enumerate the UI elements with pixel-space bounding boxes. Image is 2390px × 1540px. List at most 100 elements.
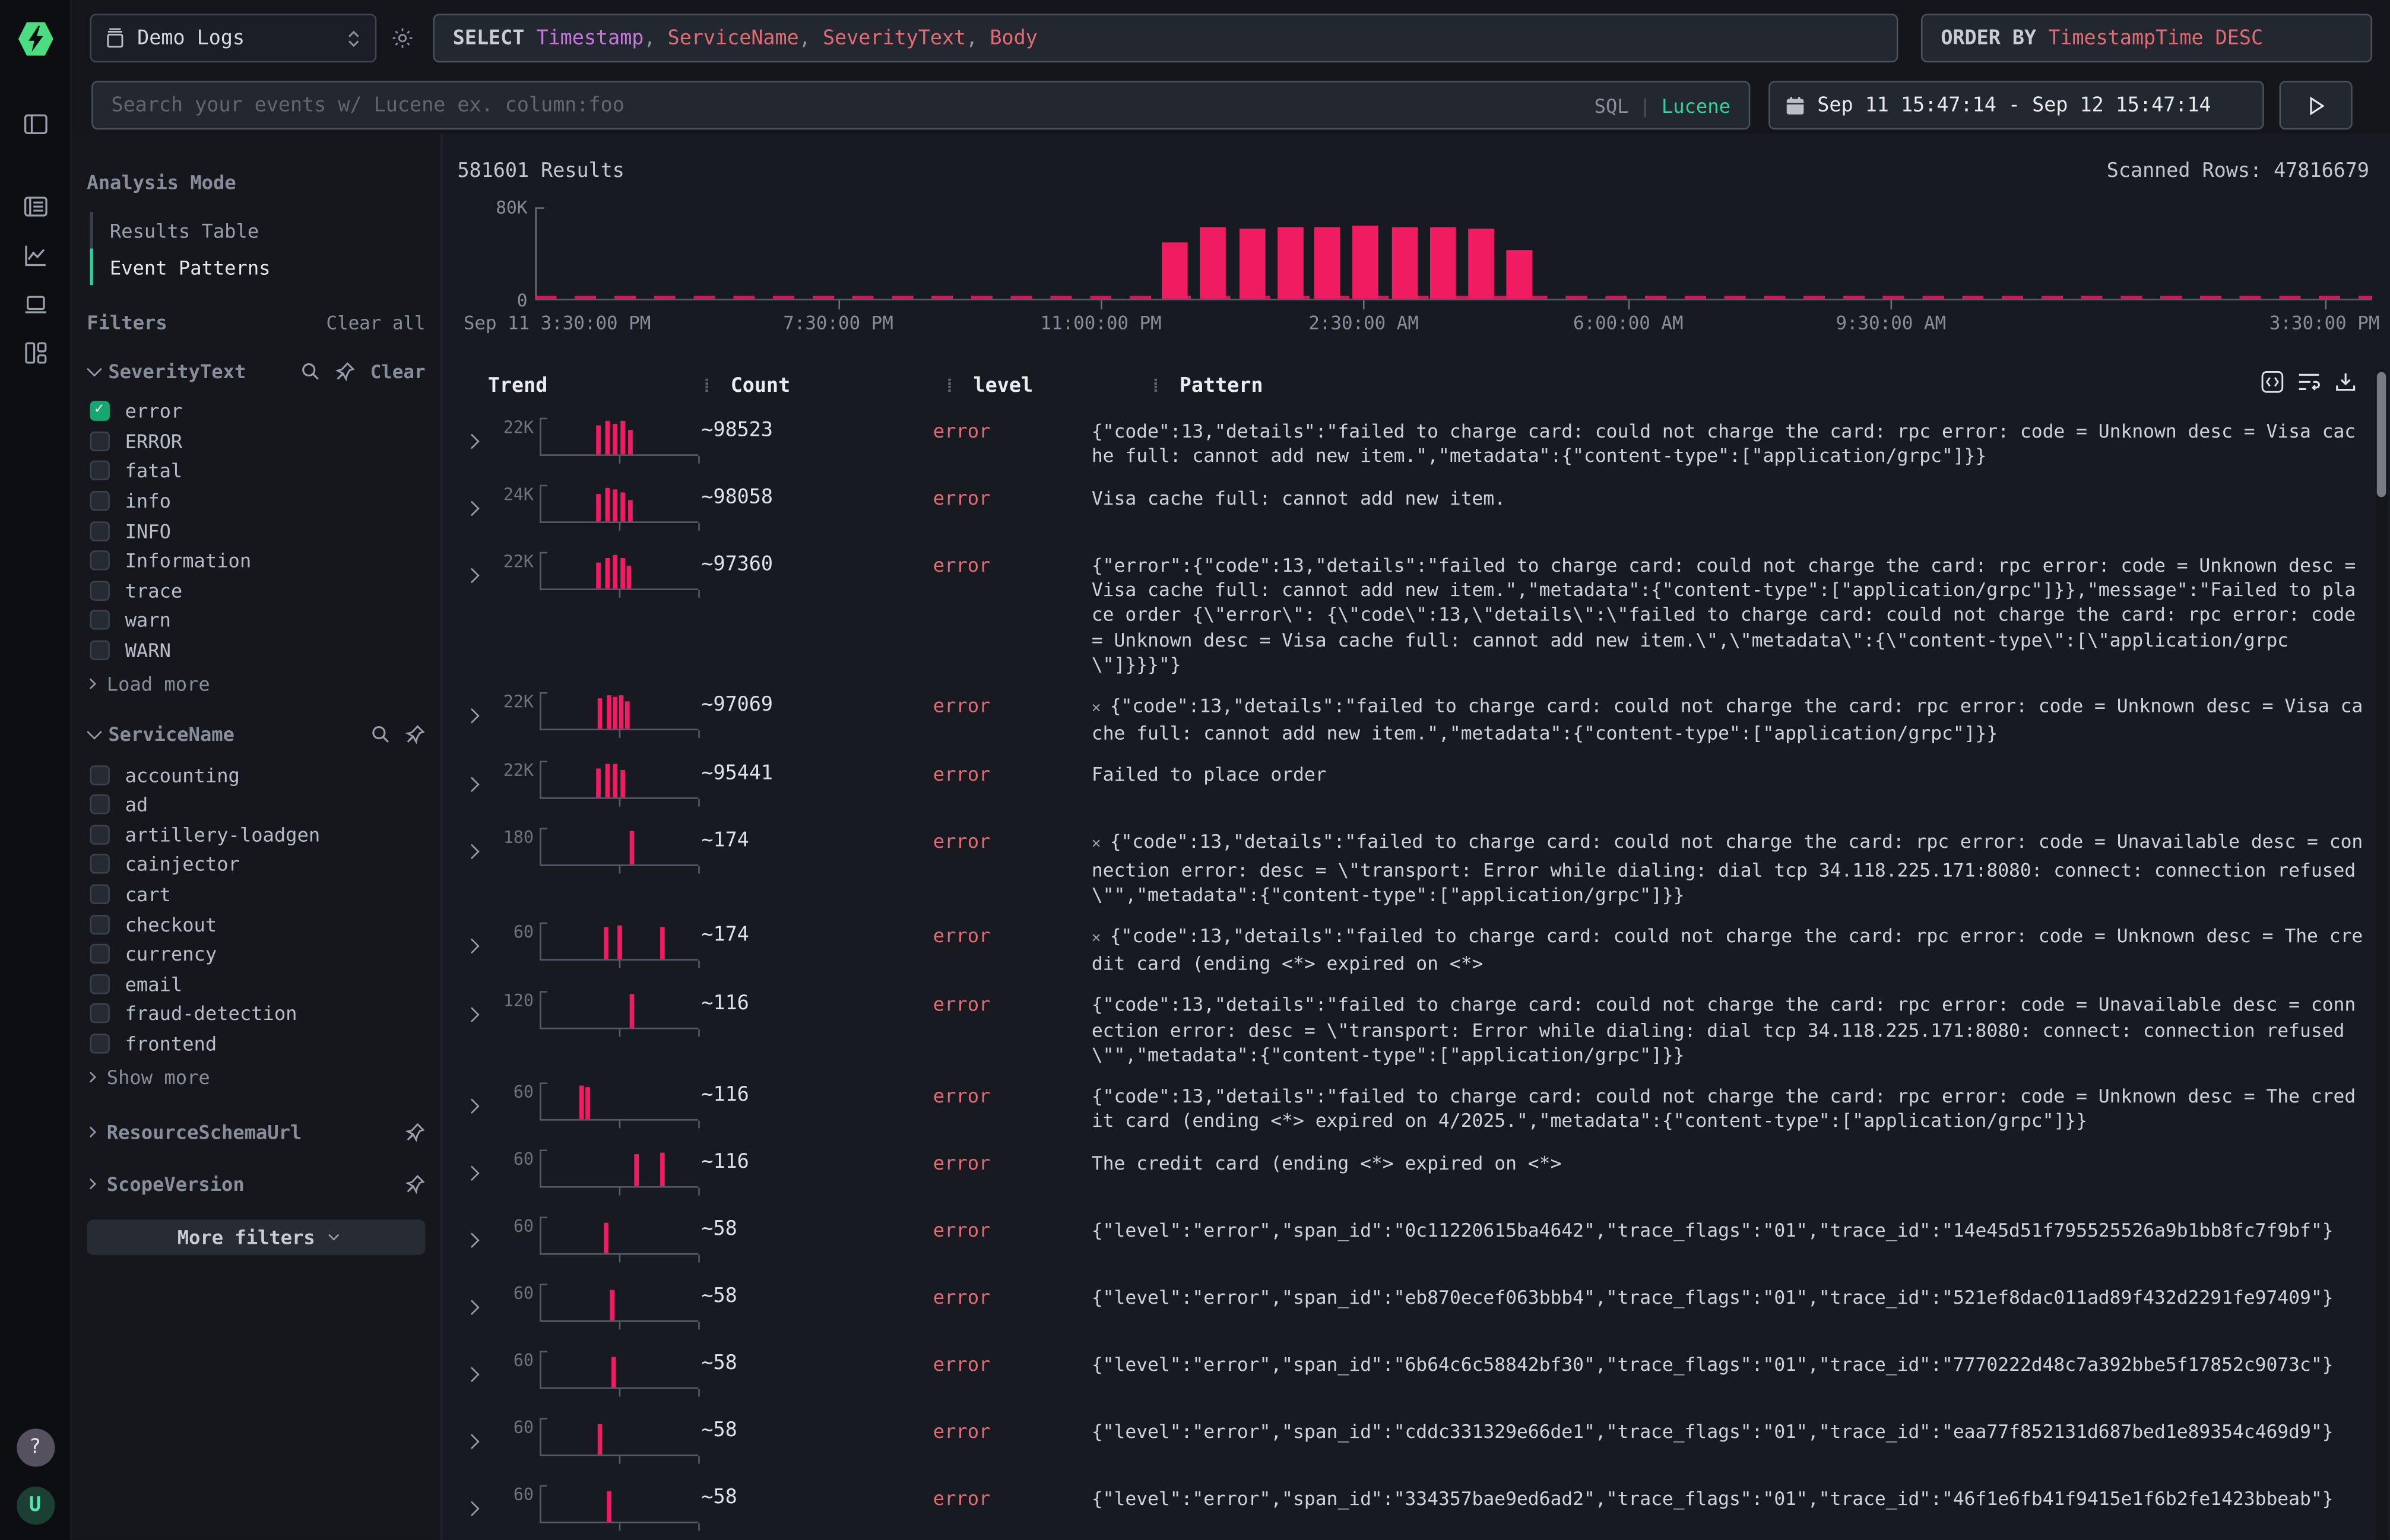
pattern-cell[interactable]: {"error":{"code":13,"details":"failed to… [1091,554,2367,676]
severity-option-error[interactable]: error [87,397,425,426]
histogram-bar[interactable] [1468,227,1495,299]
checkbox-INFO[interactable] [90,521,110,541]
checkbox-fraud-detection[interactable] [90,1003,110,1024]
service-option-accounting[interactable]: accounting [87,760,425,790]
table-row[interactable]: 60 ~116 error {"code":13,"details":"failed … [457,1073,2363,1140]
histogram-bar[interactable] [1391,226,1418,299]
search-icon[interactable] [300,362,320,381]
row-expand-chevron-icon[interactable] [457,988,487,1026]
table-row[interactable]: 180 ~174 error ✕ {"code":13,"details":"faile… [457,819,2363,913]
resource-schema-url-group[interactable]: ResourceSchemaUrl [85,1121,425,1144]
checkbox-Information[interactable] [90,550,110,571]
histogram-bar[interactable] [1314,226,1340,299]
row-expand-chevron-icon[interactable] [457,549,487,587]
service-option-checkout[interactable]: checkout [87,909,425,939]
table-row[interactable]: 60 ~174 error ✕ {"code":13,"details":"failed… [457,913,2363,983]
panel-toggle-icon[interactable] [21,110,49,137]
time-range-picker[interactable]: Sep 11 15:47:14 - Sep 12 15:47:14 [1768,81,2264,130]
severity-option-fatal[interactable]: fatal [87,456,425,486]
checkbox-error[interactable] [90,401,110,422]
pattern-cell[interactable]: {"level":"error","span_id":"cddc331329e6… [1091,1421,2334,1443]
pattern-cell[interactable]: Failed to place order [1091,764,1327,786]
pattern-cell[interactable]: {"level":"error","span_id":"eb870ecef063… [1091,1286,2334,1308]
sessions-nav-icon[interactable] [21,290,49,317]
severity-option-trace[interactable]: trace [87,576,425,606]
severity-clear-button[interactable]: Clear [370,360,426,382]
row-expand-chevron-icon[interactable] [457,1213,487,1251]
logs-nav-icon[interactable] [21,192,49,220]
pattern-cell[interactable]: {"code":13,"details":"failed to charge c… [1091,420,2356,467]
histogram-bar[interactable] [1352,226,1379,299]
service-show-more[interactable]: Show more [85,1061,425,1092]
row-expand-chevron-icon[interactable] [457,1079,487,1117]
col-pattern[interactable]: Pattern [1179,374,1263,398]
clear-all-filters-button[interactable]: Clear all [326,312,426,334]
analysis-mode-item-results-table[interactable]: Results Table [90,211,426,249]
histogram-bar[interactable] [1238,227,1265,299]
row-expand-chevron-icon[interactable] [457,689,487,727]
pattern-cell[interactable]: {"code":13,"details":"failed to charge c… [1091,1085,2356,1132]
analysis-mode-item-event-patterns[interactable]: Event Patterns [90,248,426,286]
search-input[interactable] [111,93,1595,117]
table-row[interactable]: 60 ~58 error {"level":"error","span_id":"eb… [457,1275,2363,1342]
row-expand-chevron-icon[interactable] [457,482,487,520]
histogram-bar[interactable] [1507,250,1533,299]
severity-option-info[interactable]: info [87,486,425,516]
pattern-cell[interactable]: ✕ {"code":13,"details":"failed to charge … [1091,695,2363,744]
row-expand-chevron-icon[interactable] [457,1281,487,1319]
row-expand-chevron-icon[interactable] [457,825,487,863]
col-trend[interactable]: Trend [487,374,548,398]
table-scrollbar[interactable] [2375,369,2388,1540]
table-row[interactable]: 60 ~58 error {"level":"error","span_id":"33… [457,1476,2363,1540]
checkbox-ERROR[interactable] [90,431,110,451]
column-resize-handle[interactable]: ⁞ [944,374,955,396]
severity-option-WARN[interactable]: WARN [87,635,425,665]
col-level[interactable]: level [973,374,1034,398]
more-filters-button[interactable]: More filters [87,1220,426,1256]
checkbox-WARN[interactable] [90,640,110,661]
pattern-cell[interactable]: The credit card (ending <*> expired on <… [1091,1152,1562,1174]
checkbox-ad[interactable] [90,794,110,815]
severity-option-INFO[interactable]: INFO [87,516,425,546]
source-selector[interactable]: Demo Logs [90,14,377,63]
wrap-text-icon[interactable] [2297,370,2321,394]
dashboards-nav-icon[interactable] [21,338,49,366]
dismiss-x-icon[interactable]: ✕ [1091,699,1101,717]
severity-option-ERROR[interactable]: ERROR [87,426,425,456]
row-expand-chevron-icon[interactable] [457,758,487,796]
row-expand-chevron-icon[interactable] [457,1415,487,1453]
service-option-fraud-detection[interactable]: fraud-detection [87,999,425,1028]
severity-option-warn[interactable]: warn [87,606,425,635]
severity-group-header[interactable]: SeverityText Clear [87,360,426,383]
row-expand-chevron-icon[interactable] [457,1146,487,1184]
checkbox-checkout[interactable] [90,914,110,934]
histogram-bar[interactable] [1277,226,1304,299]
app-logo-icon[interactable] [16,20,54,58]
order-by-input[interactable]: ORDER BY TimestampTime DESC [1920,14,2373,63]
scrollbar-thumb[interactable] [2376,372,2386,498]
checkbox-artillery-loadgen[interactable] [90,824,110,845]
pattern-cell[interactable]: {"level":"error","span_id":"0c11220615ba… [1091,1219,2334,1241]
chart-nav-icon[interactable] [21,241,49,268]
lucene-mode-toggle[interactable]: Lucene [1661,93,1730,117]
scope-version-group[interactable]: ScopeVersion [85,1173,425,1196]
checkbox-email[interactable] [90,974,110,994]
pin-icon[interactable] [405,1123,425,1143]
checkbox-info[interactable] [90,491,110,511]
user-avatar[interactable]: U [15,1486,55,1525]
table-row[interactable]: 120 ~116 error {"code":13,"details":"failed… [457,983,2363,1073]
service-option-email[interactable]: email [87,969,425,999]
table-row[interactable]: 60 ~116 error The credit card (ending <*> e… [457,1140,2363,1208]
search-icon[interactable] [370,725,390,744]
table-row[interactable]: 22K ~95441 error Failed to place order [457,752,2363,819]
row-expand-chevron-icon[interactable] [457,1348,487,1386]
select-clause-input[interactable]: SELECT Timestamp, ServiceName, SeverityT… [433,14,1898,63]
pattern-cell[interactable]: {"level":"error","span_id":"334357bae9ed… [1091,1488,2334,1510]
download-icon[interactable] [2334,370,2357,394]
service-option-cainjector[interactable]: cainjector [87,850,425,879]
service-option-currency[interactable]: currency [87,939,425,969]
checkbox-frontend[interactable] [90,1034,110,1054]
pattern-cell[interactable]: Visa cache full: cannot add new item. [1091,487,1506,509]
pin-icon[interactable] [405,725,425,745]
sql-mode-toggle[interactable]: SQL [1594,93,1629,117]
